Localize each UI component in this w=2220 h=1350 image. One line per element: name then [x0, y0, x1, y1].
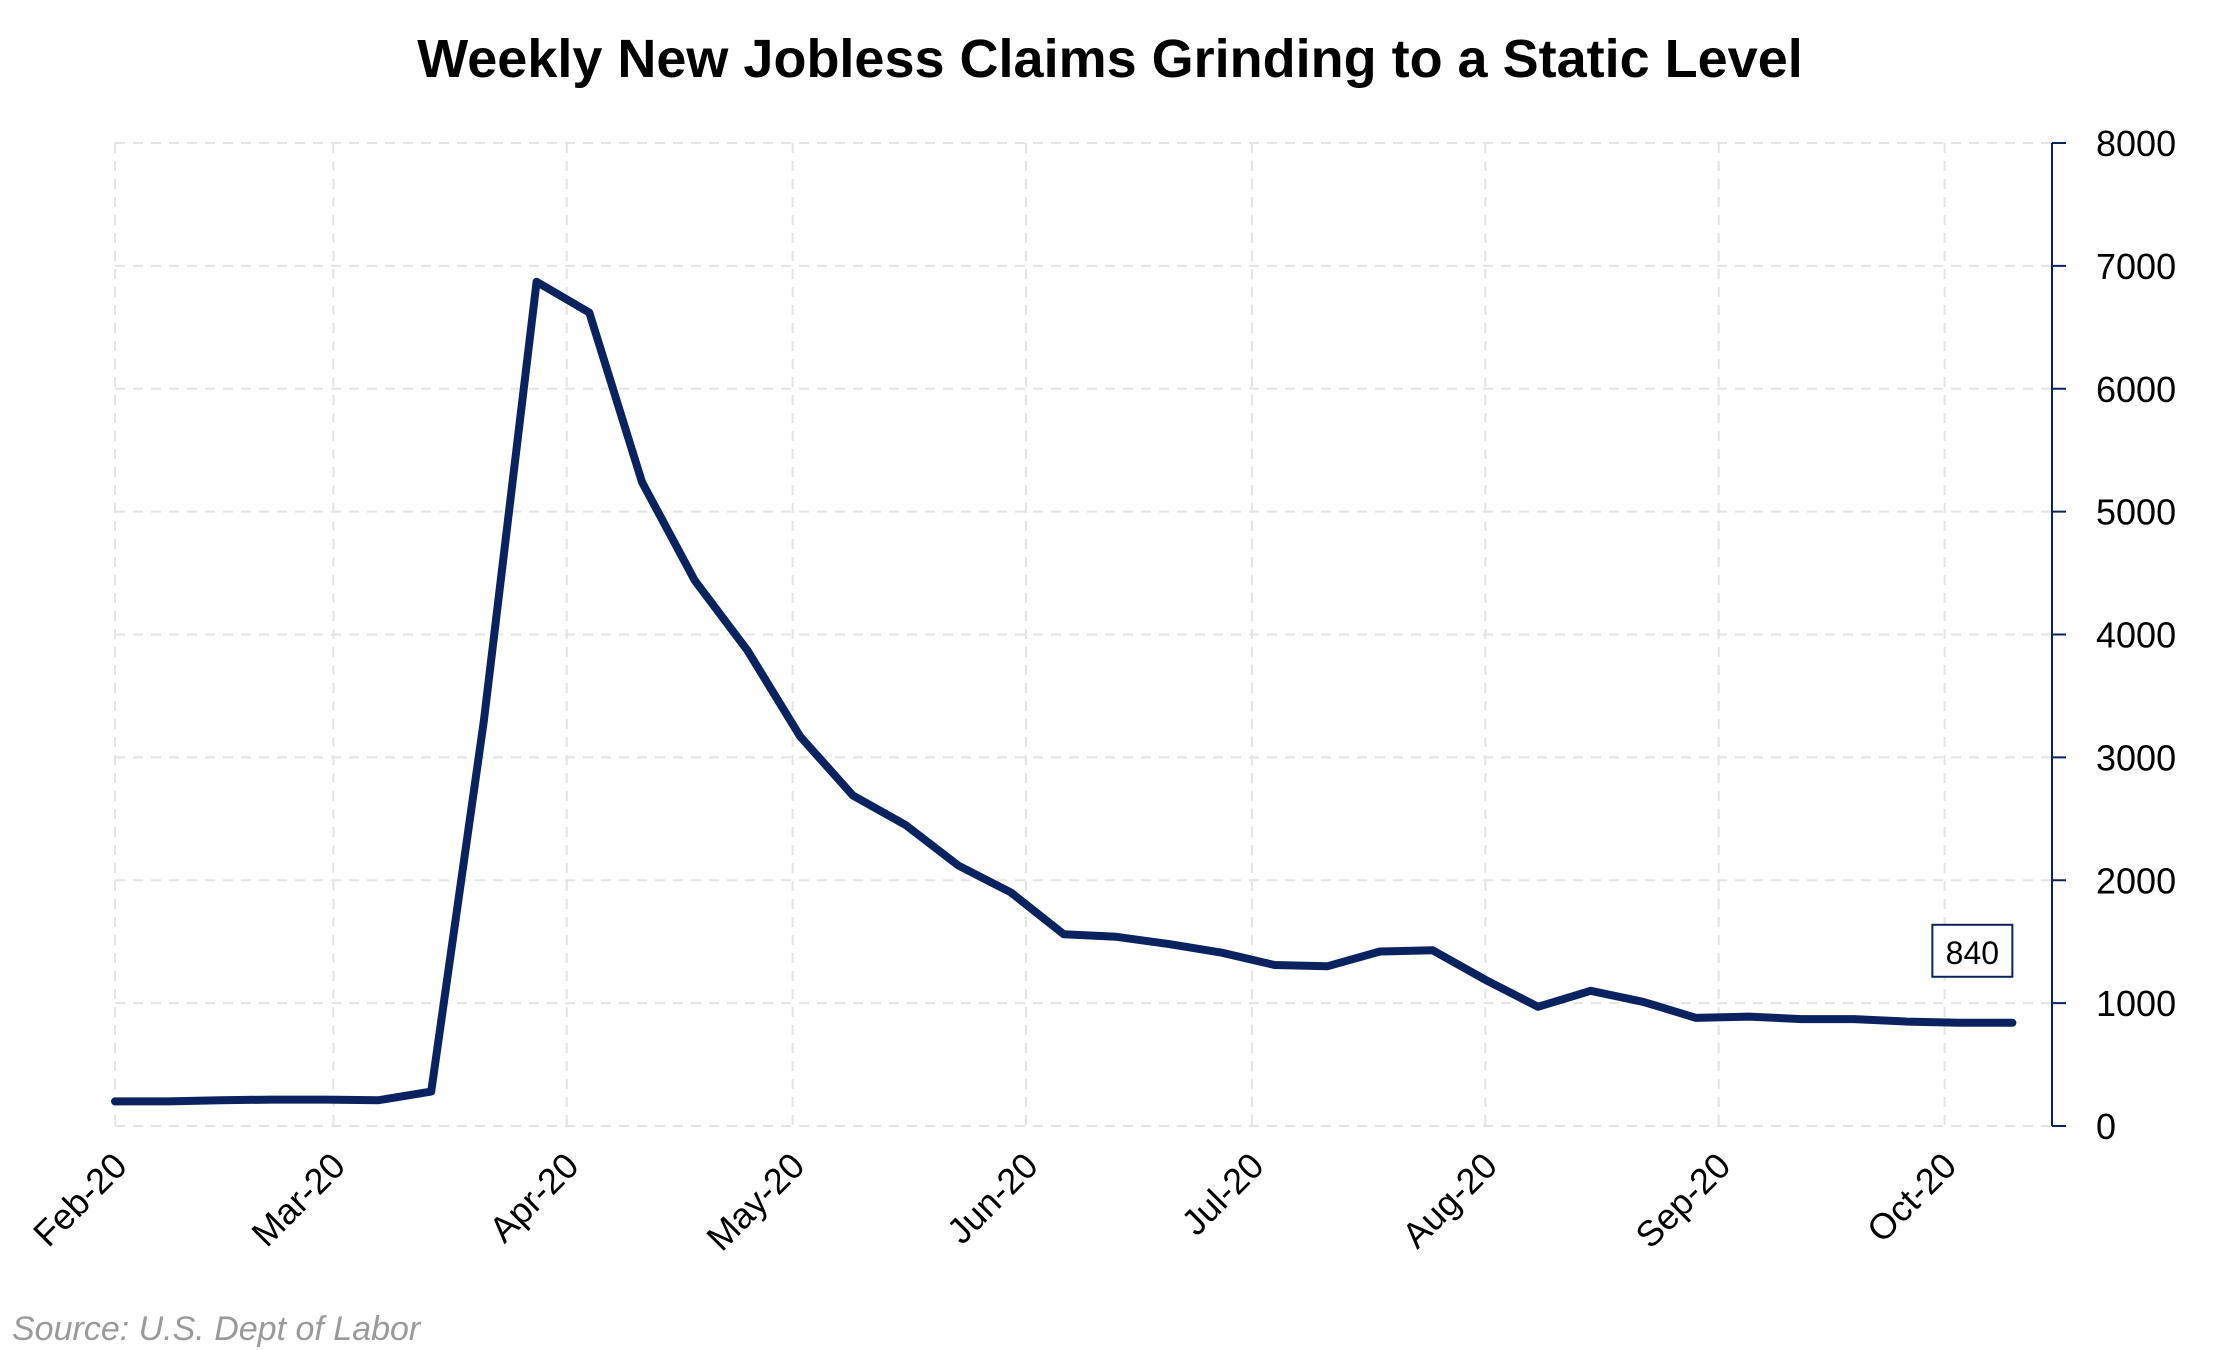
y-tick-label: 0	[2096, 1106, 2116, 1147]
data-point	[1746, 1014, 1752, 1020]
y-tick-label: 5000	[2096, 492, 2176, 533]
data-point	[903, 822, 909, 828]
data-point	[1061, 931, 1067, 937]
data-point	[639, 479, 645, 485]
data-point	[2009, 1020, 2015, 1026]
data-point	[797, 733, 803, 739]
data-point	[850, 792, 856, 798]
y-tick-label: 2000	[2096, 860, 2176, 901]
callout-value: 840	[1946, 935, 1999, 971]
data-point	[1957, 1020, 1963, 1026]
data-point	[1482, 977, 1488, 983]
y-tick-label: 6000	[2096, 369, 2176, 410]
grid-layer	[114, 142, 2052, 1127]
x-tick-label: Sep-20	[1627, 1145, 1738, 1256]
data-point	[1904, 1019, 1910, 1025]
label-layer: 0 1000 2000 3000 4000 5000 6000 7000 8000 Feb-20 M…	[25, 123, 2176, 1259]
callout-box	[1931, 923, 2014, 978]
y-tick-label: 1000	[2096, 983, 2176, 1024]
x-tick-label: Feb-20	[25, 1145, 135, 1255]
data-point	[1324, 963, 1330, 969]
series-layer	[111, 277, 2017, 1106]
data-point	[1851, 1016, 1857, 1022]
data-point	[744, 647, 750, 653]
data-point	[112, 1098, 118, 1104]
x-tick-label: Oct-20	[1859, 1145, 1964, 1250]
data-point	[217, 1097, 223, 1103]
data-point	[1008, 890, 1014, 896]
last-value-callout: 840	[1931, 923, 2014, 978]
data-point	[534, 279, 540, 285]
data-point	[1219, 950, 1225, 956]
x-tick-label: Mar-20	[243, 1145, 353, 1255]
data-point	[1640, 999, 1646, 1005]
source-note: Source: U.S. Dept of Labor	[12, 1310, 421, 1348]
chart-title: Weekly New Jobless Claims Grinding to a …	[417, 29, 1803, 89]
data-point	[1166, 941, 1172, 947]
x-tick-label: Jun-20	[939, 1145, 1046, 1252]
data-point	[1799, 1016, 1805, 1022]
jobless-claims-line	[111, 277, 2017, 1106]
y-tick-label: 3000	[2096, 737, 2176, 778]
data-point	[1535, 1004, 1541, 1010]
data-point	[1430, 947, 1436, 953]
data-point	[1693, 1015, 1699, 1021]
y-tick-label: 4000	[2096, 615, 2176, 656]
x-tick-label: Apr-20	[481, 1145, 586, 1250]
data-point	[270, 1097, 276, 1103]
data-point	[1377, 949, 1383, 955]
x-tick-label: Jul-20	[1173, 1145, 1271, 1243]
y-tick-label: 7000	[2096, 246, 2176, 287]
data-point	[481, 718, 487, 724]
y-tick-label: 8000	[2096, 123, 2176, 164]
data-point	[376, 1097, 382, 1103]
x-tick-label: Aug-20	[1394, 1145, 1505, 1256]
x-tick-label: May-20	[698, 1145, 812, 1259]
data-point	[1113, 934, 1119, 940]
data-point	[1588, 988, 1594, 994]
data-point	[323, 1097, 329, 1103]
data-point	[165, 1098, 171, 1104]
data-point	[586, 310, 592, 316]
data-point	[692, 577, 698, 583]
data-point	[1271, 962, 1277, 968]
data-point	[428, 1089, 434, 1095]
data-point	[955, 863, 961, 869]
axis-layer	[2051, 142, 2066, 1127]
